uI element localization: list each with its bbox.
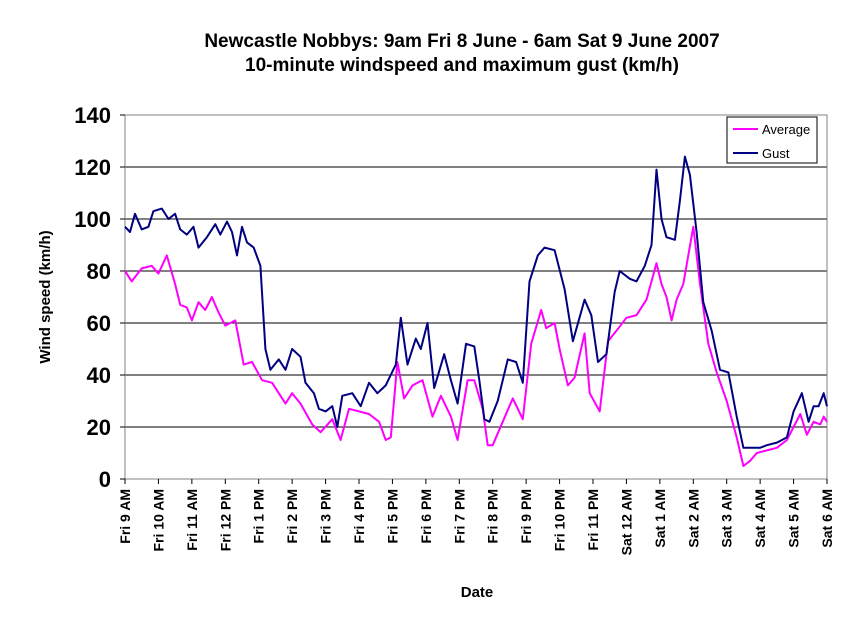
series-line-average — [124, 225, 828, 467]
x-tick-label: Fri 7 PM — [451, 489, 467, 543]
chart-subtitle: 10-minute windspeed and maximum gust (km… — [245, 55, 679, 76]
x-tick-label: Sat 1 AM — [652, 489, 668, 548]
y-tick-label: 60 — [87, 311, 111, 336]
legend-box — [726, 116, 818, 164]
x-tick-label: Fri 9 AM — [117, 489, 133, 544]
x-tick-label: Sat 3 AM — [719, 489, 735, 548]
x-tick-label: Fri 8 PM — [485, 489, 501, 543]
x-tick-label: Sat 12 AM — [618, 489, 634, 555]
y-tick-label: 0 — [99, 467, 111, 492]
x-tick-label: Fri 12 PM — [217, 489, 233, 551]
y-tick-label: 140 — [74, 103, 111, 128]
x-tick-label: Sat 4 AM — [752, 489, 768, 548]
y-tick-label: 100 — [74, 207, 111, 232]
x-tick-label: Sat 5 AM — [786, 489, 802, 548]
gridlines — [125, 166, 827, 428]
series-line-gust — [124, 155, 828, 449]
x-tick-label: Fri 4 PM — [351, 489, 367, 543]
series-lines — [124, 155, 828, 467]
y-tick-label: 20 — [87, 415, 111, 440]
x-tick-label: Sat 6 AM — [819, 489, 835, 548]
x-tick-label: Fri 2 PM — [284, 489, 300, 543]
y-axis-ticks: 0 20 40 60 80 100 120 140 — [74, 103, 125, 492]
x-tick-label: Fri 5 PM — [384, 489, 400, 543]
x-tick-label: Fri 10 PM — [552, 489, 568, 551]
x-tick-label: Fri 1 PM — [251, 489, 267, 543]
y-tick-label: 80 — [87, 259, 111, 284]
x-tick-label: Fri 3 PM — [318, 489, 334, 543]
legend: Average Gust — [726, 116, 818, 164]
x-tick-label: Fri 11 AM — [184, 489, 200, 551]
x-tick-label: Fri 11 PM — [585, 489, 601, 550]
legend-label-gust: Gust — [762, 146, 790, 161]
x-axis-ticks: Fri 9 AM Fri 10 AM Fri 11 AM Fri 12 PM Fri 1… — [117, 479, 835, 555]
x-tick-label: Fri 6 PM — [418, 489, 434, 543]
x-tick-label: Sat 2 AM — [685, 489, 701, 548]
y-tick-label: 120 — [74, 155, 111, 180]
chart-title: Newcastle Nobbys: 9am Fri 8 June - 6am S… — [204, 31, 719, 52]
plot-area-border — [124, 114, 828, 480]
y-tick-label: 40 — [87, 363, 111, 388]
x-tick-label: Fri 10 AM — [150, 489, 166, 552]
y-axis-label: Wind speed (km/h) — [37, 230, 54, 363]
x-tick-label: Fri 9 PM — [518, 489, 534, 543]
x-axis-label: Date — [461, 584, 494, 601]
legend-label-average: Average — [762, 122, 810, 137]
